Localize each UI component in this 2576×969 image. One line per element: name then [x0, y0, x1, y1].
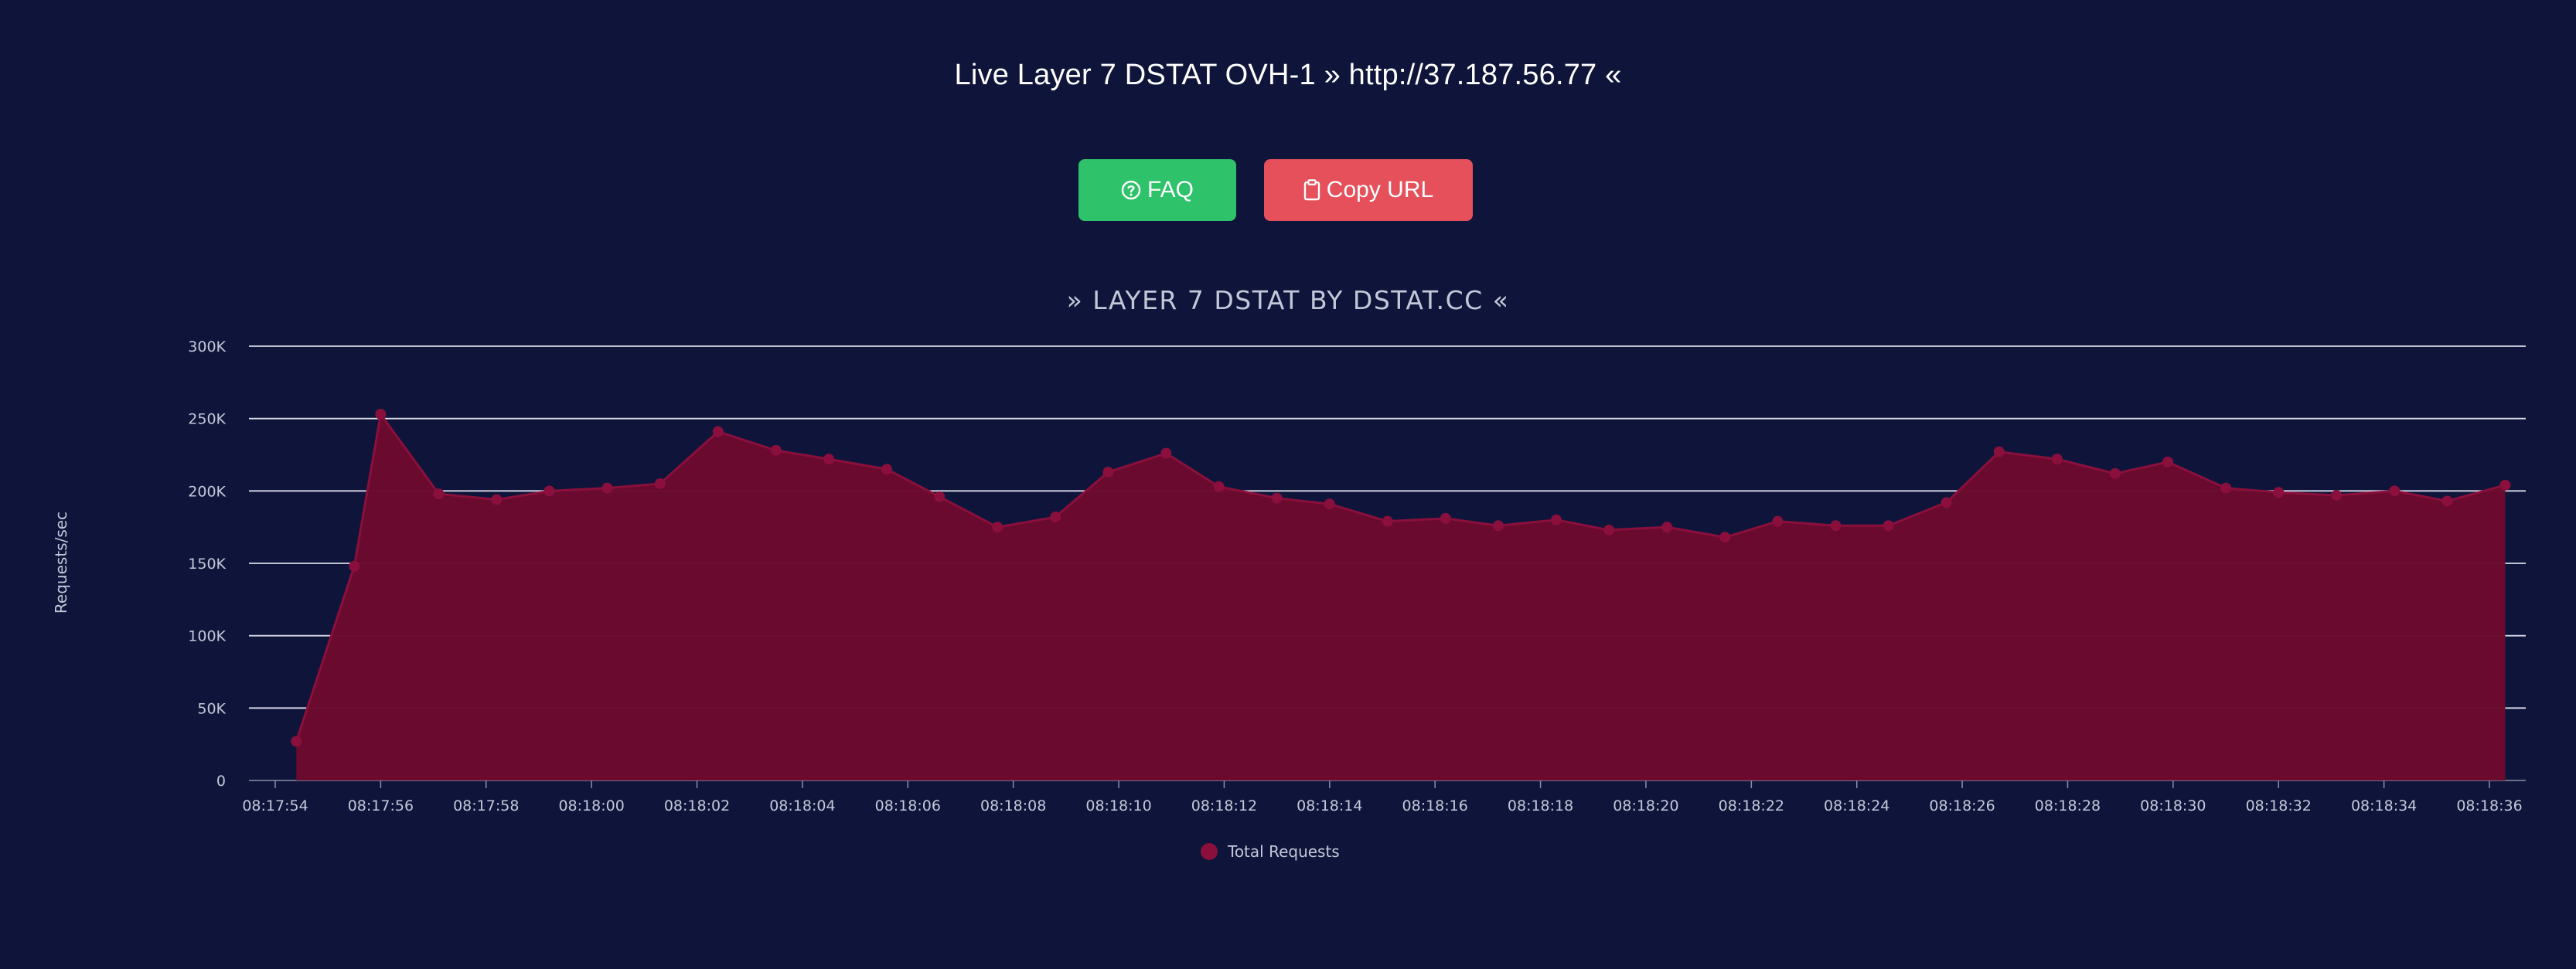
- data-point[interactable]: [1830, 520, 1842, 532]
- data-point[interactable]: [601, 482, 613, 494]
- y-tick-label: 150K: [188, 556, 226, 573]
- chart-title: » LAYER 7 DSTAT BY DSTAT.CC «: [1067, 285, 1510, 315]
- data-point[interactable]: [1324, 498, 1335, 510]
- data-point[interactable]: [491, 494, 503, 505]
- faq-button[interactable]: FAQ: [1078, 159, 1236, 221]
- data-point[interactable]: [934, 491, 946, 502]
- x-tick-layer: 08:17:54 08:17:56 08:17:58 08:18:00 08:18:02…: [242, 780, 2523, 814]
- data-point[interactable]: [349, 560, 360, 572]
- data-point[interactable]: [2389, 485, 2401, 497]
- x-tick-label: 08:18:28: [2035, 797, 2101, 814]
- x-tick-label: 08:18:00: [558, 797, 624, 814]
- data-point[interactable]: [1603, 524, 1615, 536]
- data-point[interactable]: [1213, 481, 1225, 492]
- x-tick-label: 08:18:34: [2351, 797, 2417, 814]
- faq-button-label: FAQ: [1147, 177, 1194, 202]
- data-point[interactable]: [1102, 466, 1114, 478]
- legend[interactable]: Total Requests: [1201, 842, 1340, 861]
- data-point[interactable]: [543, 485, 555, 497]
- data-point[interactable]: [291, 736, 302, 747]
- data-point[interactable]: [2220, 482, 2232, 494]
- chart-container: » LAYER 7 DSTAT BY DSTAT.CC « Requests/s…: [0, 270, 2576, 889]
- y-tick-label: 300K: [188, 338, 226, 355]
- data-point[interactable]: [881, 464, 893, 475]
- data-point[interactable]: [2051, 454, 2063, 465]
- legend-swatch-total-requests: [1201, 843, 1218, 860]
- data-point[interactable]: [712, 426, 724, 437]
- data-point[interactable]: [1661, 522, 1673, 533]
- y-tick-label: 100K: [188, 628, 226, 645]
- x-tick-label: 08:17:56: [348, 797, 414, 814]
- data-point[interactable]: [654, 478, 666, 489]
- x-tick-label: 08:18:32: [2246, 797, 2312, 814]
- data-point[interactable]: [823, 454, 834, 465]
- x-tick-label: 08:18:12: [1191, 797, 1257, 814]
- x-tick-label: 08:18:22: [1719, 797, 1784, 814]
- data-point[interactable]: [1719, 532, 1731, 543]
- requests-chart: » LAYER 7 DSTAT BY DSTAT.CC « Requests/s…: [52, 285, 2526, 861]
- y-tick-label: 250K: [188, 411, 226, 428]
- question-circle-icon: [1121, 180, 1141, 200]
- y-tick-layer: 0 50K 100K 150K 200K 250K 300K: [188, 338, 226, 790]
- data-point[interactable]: [2499, 479, 2511, 491]
- x-tick-label: 08:18:20: [1613, 797, 1678, 814]
- x-tick-label: 08:18:30: [2140, 797, 2206, 814]
- x-tick-label: 08:18:14: [1297, 797, 1362, 814]
- x-tick-label: 08:18:04: [769, 797, 835, 814]
- y-tick-label: 0: [216, 773, 226, 790]
- data-point[interactable]: [992, 522, 1003, 533]
- y-tick-label: 200K: [188, 483, 226, 500]
- data-point[interactable]: [1883, 520, 1894, 532]
- data-point[interactable]: [1941, 497, 1952, 508]
- x-tick-label: 08:18:36: [2456, 797, 2522, 814]
- data-point[interactable]: [1772, 515, 1784, 527]
- series-layer: [291, 409, 2511, 780]
- data-point[interactable]: [1382, 515, 1393, 527]
- x-tick-label: 08:18:08: [980, 797, 1046, 814]
- data-point[interactable]: [1493, 520, 1504, 532]
- data-point[interactable]: [1440, 512, 1451, 524]
- data-point[interactable]: [433, 488, 445, 500]
- x-tick-label: 08:17:58: [453, 797, 519, 814]
- data-point[interactable]: [2109, 468, 2121, 479]
- data-point[interactable]: [770, 444, 782, 456]
- x-tick-label: 08:18:18: [1508, 797, 1573, 814]
- x-tick-label: 08:18:02: [664, 797, 730, 814]
- data-point[interactable]: [375, 409, 387, 420]
- copy-url-button[interactable]: Copy URL: [1264, 159, 1473, 221]
- data-point[interactable]: [1993, 446, 2005, 457]
- y-tick-label: 50K: [197, 700, 226, 717]
- x-tick-label: 08:18:16: [1402, 797, 1468, 814]
- data-point[interactable]: [2273, 487, 2285, 498]
- clipboard-icon: [1303, 179, 1320, 201]
- data-point[interactable]: [2331, 489, 2343, 501]
- data-point[interactable]: [2162, 456, 2174, 468]
- legend-label-total-requests: Total Requests: [1227, 842, 1340, 861]
- y-axis-label: Requests/sec: [52, 512, 70, 614]
- x-tick-label: 08:18:06: [875, 797, 941, 814]
- page-title: Live Layer 7 DSTAT OVH-1 » http://37.187…: [954, 59, 1622, 91]
- x-tick-label: 08:18:26: [1929, 797, 1995, 814]
- x-tick-label: 08:18:10: [1085, 797, 1151, 814]
- series-area: [296, 414, 2506, 780]
- copy-url-button-label: Copy URL: [1326, 177, 1434, 202]
- x-tick-label: 08:18:24: [1824, 797, 1889, 814]
- data-point[interactable]: [1160, 447, 1172, 459]
- data-point[interactable]: [1551, 514, 1562, 525]
- data-point[interactable]: [1271, 492, 1283, 504]
- x-tick-label: 08:17:54: [242, 797, 308, 814]
- data-point[interactable]: [1050, 512, 1061, 523]
- data-point[interactable]: [2441, 495, 2453, 507]
